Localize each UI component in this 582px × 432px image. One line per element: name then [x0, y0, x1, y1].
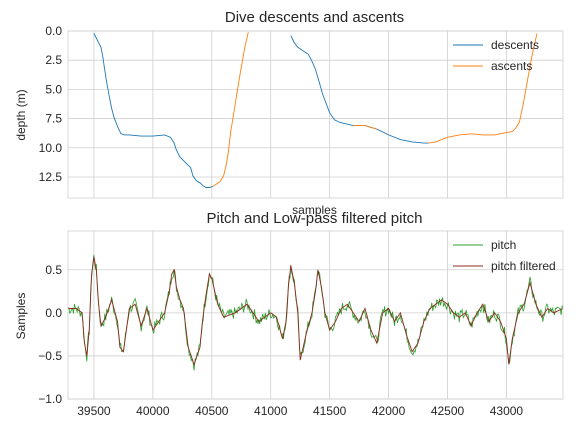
- depth-chart-ylabel: depth (m): [14, 89, 28, 140]
- depth-chart-ytick-label: 7.5: [45, 112, 62, 126]
- pitch-chart: Pitch and Low-pass filtered pitch −1.0 −0…: [14, 210, 564, 418]
- depth-chart-legend: descents ascents: [453, 38, 539, 73]
- pitch-chart-xticks: 39500 40000 40500 41000 41500 42000 42500 43000: [77, 404, 523, 418]
- depth-chart-lines: [93, 32, 538, 188]
- depth-chart-grid: [68, 30, 563, 198]
- pitch-chart-xtick-label: 43000: [490, 404, 524, 418]
- depth-chart: Dive descents and ascents 0.0 2.5 5.0 7.5 10…: [14, 9, 564, 217]
- pitch-chart-ytick-label: −0.5: [38, 349, 62, 363]
- depth-chart-series-ascents-line: [428, 33, 538, 144]
- pitch-chart-xtick-label: 42500: [431, 404, 465, 418]
- depth-chart-legend-label: descents: [491, 38, 539, 52]
- depth-chart-yticks: 0.0 2.5 5.0 7.5 10.0 12.5: [39, 24, 63, 184]
- pitch-chart-series-pitch-filtered-line: [68, 256, 564, 366]
- pitch-chart-legend: pitch pitch filtered: [453, 238, 556, 273]
- pitch-chart-xtick-label: 39500: [77, 404, 111, 418]
- depth-chart-legend-label: ascents: [491, 59, 532, 73]
- pitch-chart-legend-label: pitch: [491, 238, 516, 252]
- depth-chart-ytick-label: 5.0: [45, 82, 62, 96]
- depth-chart-title: Dive descents and ascents: [225, 9, 404, 26]
- pitch-chart-title: Pitch and Low-pass filtered pitch: [207, 210, 423, 227]
- pitch-chart-xtick-label: 41000: [254, 404, 288, 418]
- pitch-chart-yticks: −1.0 −0.5 0.0 0.5: [38, 263, 62, 406]
- depth-chart-series-descents-line: [290, 35, 429, 144]
- pitch-chart-grid: [68, 231, 563, 400]
- pitch-chart-xtick-label: 40500: [195, 404, 229, 418]
- pitch-chart-legend-label: pitch filtered: [491, 259, 556, 273]
- pitch-chart-xtick-label: 40000: [136, 404, 170, 418]
- depth-chart-ytick-label: 0.0: [45, 24, 62, 38]
- depth-chart-ytick-label: 10.0: [39, 141, 63, 155]
- depth-chart-series-ascents-line: [212, 32, 249, 187]
- pitch-chart-xtick-label: 41500: [313, 404, 347, 418]
- depth-chart-frame: [67, 30, 564, 199]
- pitch-chart-ytick-label: 0.0: [45, 306, 62, 320]
- pitch-chart-ylabel: Samples: [14, 293, 28, 340]
- depth-chart-series-ascents-line: [353, 125, 377, 130]
- depth-chart-series-descents-line: [93, 33, 214, 188]
- pitch-chart-lines: [67, 254, 564, 371]
- depth-chart-xlabel: samples: [292, 203, 337, 217]
- pitch-chart-xtick-label: 42000: [372, 404, 406, 418]
- pitch-chart-frame: [67, 230, 564, 400]
- pitch-chart-ytick-label: 0.5: [45, 263, 62, 277]
- depth-chart-ytick-label: 2.5: [45, 53, 62, 67]
- pitch-chart-ytick-label: −1.0: [38, 392, 62, 406]
- depth-chart-ytick-label: 12.5: [39, 170, 63, 184]
